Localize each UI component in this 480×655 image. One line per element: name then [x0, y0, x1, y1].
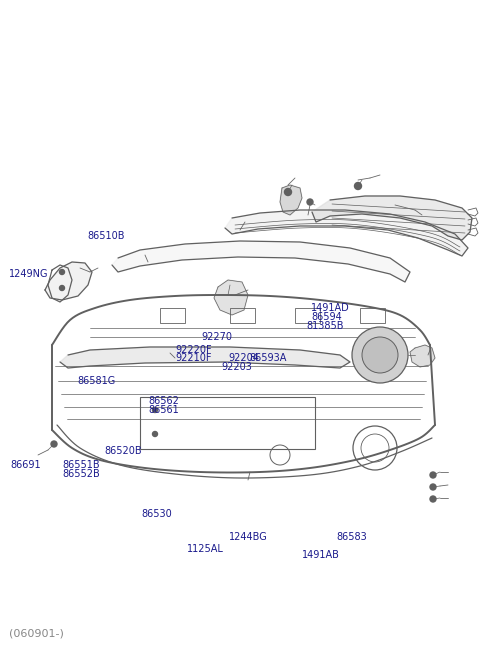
Text: 86691: 86691 — [11, 460, 41, 470]
Text: 86562: 86562 — [149, 396, 180, 406]
Text: 86530: 86530 — [142, 508, 172, 519]
Text: 86593A: 86593A — [250, 353, 287, 364]
Text: 92270: 92270 — [202, 331, 233, 342]
Polygon shape — [214, 280, 248, 315]
Text: 1491AD: 1491AD — [311, 303, 350, 313]
Text: 86594: 86594 — [311, 312, 342, 322]
Polygon shape — [60, 347, 350, 368]
Circle shape — [153, 407, 157, 413]
Circle shape — [307, 199, 313, 205]
Text: 1491AB: 1491AB — [302, 550, 340, 561]
Text: 92220F: 92220F — [176, 345, 212, 355]
Circle shape — [285, 189, 291, 195]
Polygon shape — [410, 345, 435, 367]
Text: 92210F: 92210F — [176, 353, 212, 364]
Text: 92203: 92203 — [222, 362, 252, 372]
Text: 1249NG: 1249NG — [9, 269, 48, 279]
Text: 86551B: 86551B — [62, 460, 100, 470]
Text: 81385B: 81385B — [306, 321, 344, 331]
Text: 92204: 92204 — [228, 353, 259, 364]
Circle shape — [362, 337, 398, 373]
Polygon shape — [45, 262, 92, 300]
Bar — [140, 397, 315, 449]
Circle shape — [153, 432, 157, 436]
Text: (060901-): (060901-) — [9, 628, 63, 639]
Text: 1244BG: 1244BG — [229, 532, 268, 542]
Text: 86581G: 86581G — [78, 376, 116, 386]
Polygon shape — [225, 210, 468, 256]
Text: 86510B: 86510B — [87, 231, 125, 241]
Text: 86583: 86583 — [336, 532, 367, 542]
Text: 1125AL: 1125AL — [187, 544, 224, 554]
Circle shape — [60, 269, 64, 274]
Circle shape — [60, 286, 64, 291]
Polygon shape — [112, 241, 410, 282]
Polygon shape — [280, 185, 302, 215]
Bar — [360, 308, 385, 323]
Text: 86552B: 86552B — [62, 468, 100, 479]
Polygon shape — [312, 196, 472, 240]
Circle shape — [352, 327, 408, 383]
Circle shape — [430, 472, 436, 478]
Bar — [160, 308, 185, 323]
Text: 86520B: 86520B — [105, 446, 142, 457]
Circle shape — [51, 441, 57, 447]
Circle shape — [430, 484, 436, 490]
Text: 86561: 86561 — [149, 405, 180, 415]
Circle shape — [355, 183, 361, 189]
Bar — [295, 308, 320, 323]
Bar — [230, 308, 255, 323]
Circle shape — [430, 496, 436, 502]
